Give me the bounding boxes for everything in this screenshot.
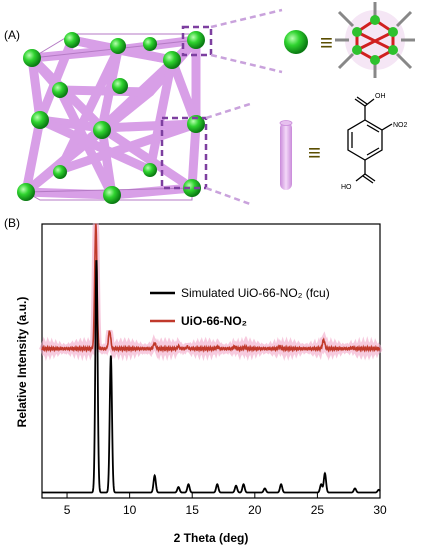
zr6-cluster-icon bbox=[335, 2, 415, 78]
x-tick-label: 30 bbox=[373, 503, 387, 517]
xrd-chart: 5 10 15 20 25 30 2 Theta (deg) Relative Inten… bbox=[15, 223, 387, 545]
equiv-symbol-bottom: ≡ bbox=[308, 140, 321, 165]
projection-lines bbox=[205, 8, 283, 206]
series-line-simulated bbox=[42, 260, 381, 494]
series-layer bbox=[39, 223, 383, 494]
panel-a-label: (A) bbox=[4, 28, 20, 42]
carboxyl-bottom-label: HO bbox=[341, 184, 352, 191]
zr-cluster-nodes bbox=[17, 31, 205, 204]
y-axis-label: Relative Intensity (a.u.) bbox=[15, 297, 29, 428]
x-tick-label: 15 bbox=[186, 503, 200, 517]
highlight-boxes bbox=[160, 25, 213, 190]
x-tick-label: 10 bbox=[123, 503, 137, 517]
nitro-label: NO2 bbox=[393, 122, 408, 129]
carboxyl-top-label: OH bbox=[375, 93, 386, 100]
x-axis-label: 2 Theta (deg) bbox=[174, 531, 249, 545]
legend-label-simulated: Simulated UiO-66-NO₂ (fcu) bbox=[181, 286, 330, 300]
panel-b-xrd: (B) 5 10 15 20 25 30 2 Theta (deg) Relative I… bbox=[0, 212, 423, 550]
x-tick-label: 20 bbox=[248, 503, 262, 517]
x-tick-label: 5 bbox=[64, 503, 71, 517]
node-symbol bbox=[284, 30, 308, 54]
structure-figure: ≡ ≡ bbox=[17, 2, 415, 206]
equiv-symbol-top: ≡ bbox=[320, 30, 333, 55]
x-tick-label: 25 bbox=[311, 503, 325, 517]
x-ticks: 5 10 15 20 25 30 bbox=[64, 493, 387, 517]
panel-a-structure: (A) bbox=[0, 0, 423, 212]
linker-structure bbox=[347, 96, 393, 184]
linker-symbol bbox=[279, 120, 293, 190]
legend: Simulated UiO-66-NO₂ (fcu) UiO-66-NO₂ bbox=[150, 286, 330, 328]
panel-b-label: (B) bbox=[4, 216, 20, 230]
legend-label-experimental: UiO-66-NO₂ bbox=[181, 314, 247, 328]
plot-frame bbox=[41, 223, 381, 499]
